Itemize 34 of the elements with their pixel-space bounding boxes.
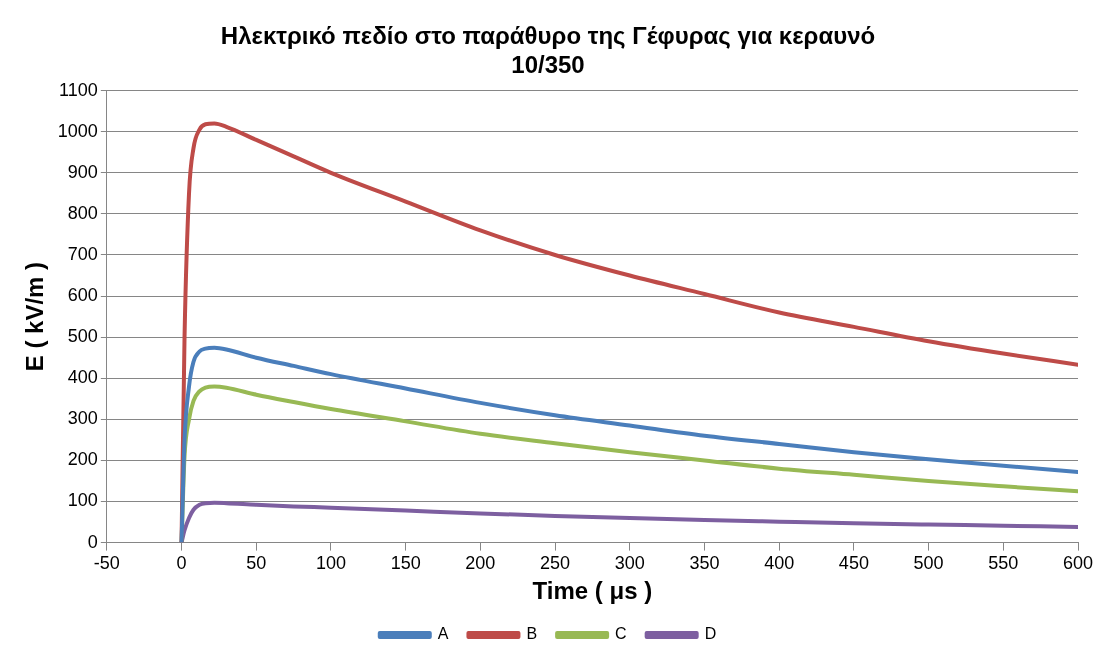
legend-label: A <box>437 625 449 643</box>
x-tick-label: 250 <box>540 553 571 574</box>
y-tick-label: 100 <box>67 490 98 511</box>
y-tick-label: 400 <box>67 367 98 388</box>
y-tick-label: 900 <box>67 161 98 182</box>
chart-title: Ηλεκτρικό πεδίο στο παράθυρο της Γέφυρας για κεραυνό 10/350 <box>220 22 876 78</box>
x-tick-label: 100 <box>315 553 346 574</box>
x-tick-label: 550 <box>988 553 1019 574</box>
legend-label: B <box>526 625 538 643</box>
x-tick-label: 400 <box>764 553 795 574</box>
y-tick-label: 600 <box>67 285 98 306</box>
x-tick-label: 350 <box>689 553 720 574</box>
y-tick-label: 500 <box>67 326 98 347</box>
x-tick-label: -50 <box>93 553 120 574</box>
y-tick-label: 300 <box>67 408 98 429</box>
x-tick-label: 600 <box>1062 553 1094 574</box>
y-tick-label: 1100 <box>59 79 98 100</box>
legend-label: C <box>615 625 627 643</box>
y-tick-label: 200 <box>67 449 98 470</box>
y-tick-label: 1000 <box>57 120 98 141</box>
x-tick-label: 450 <box>838 553 869 574</box>
x-tick-label: 0 <box>176 553 187 574</box>
x-tick-label: 500 <box>913 553 944 574</box>
x-tick-label: 50 <box>246 553 267 574</box>
y-tick-label: 0 <box>87 531 98 552</box>
x-tick-label: 150 <box>390 553 421 574</box>
x-tick-label: 300 <box>614 553 645 574</box>
y-tick-label: 700 <box>67 243 98 264</box>
y-axis-title: E ( kV/m ) <box>21 261 49 372</box>
line-series <box>179 345 1078 543</box>
y-tick-label: 800 <box>67 202 98 223</box>
x-tick-label: 200 <box>465 553 496 574</box>
x-axis-title: Time ( μs ) <box>532 577 653 605</box>
legend-label: D <box>704 625 717 643</box>
